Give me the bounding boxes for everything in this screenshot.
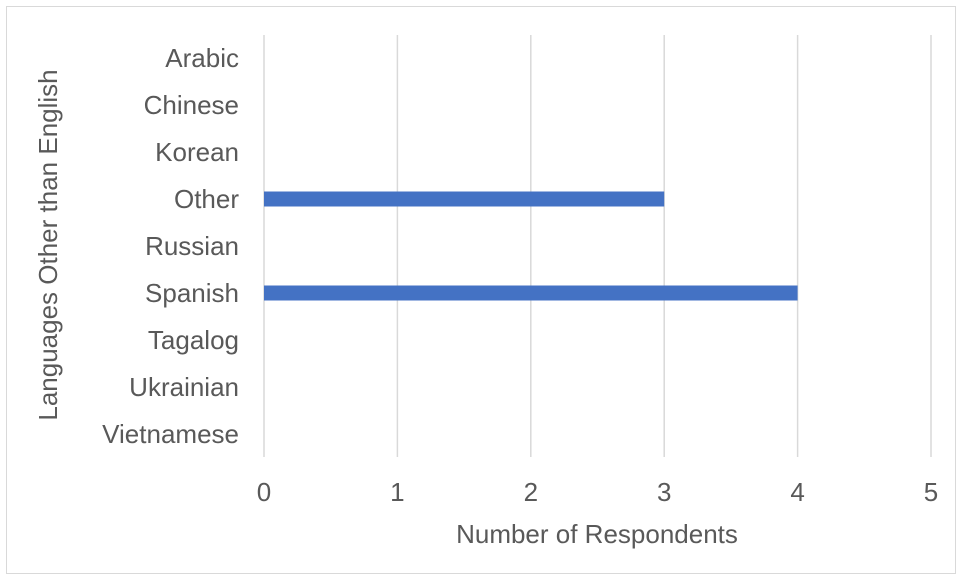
category-label: Tagalog: [148, 325, 239, 355]
category-label: Russian: [145, 231, 239, 261]
x-tick-label: 2: [524, 477, 538, 507]
chart-frame: Arabic Chinese Korean Other Russian Spanish Ta…: [6, 6, 956, 574]
x-tick-label: 4: [790, 477, 804, 507]
bars: [264, 191, 798, 301]
category-label: Vietnamese: [102, 419, 239, 449]
category-label: Ukrainian: [129, 372, 239, 402]
x-tick-labels: 0 1 2 3 4 5: [257, 477, 938, 507]
y-axis-title: Languages Other than English: [33, 69, 63, 420]
bar-other: [264, 191, 665, 207]
category-label: Chinese: [144, 90, 239, 120]
bar-chart: Arabic Chinese Korean Other Russian Spanish Ta…: [33, 35, 938, 549]
x-tick-label: 5: [924, 477, 938, 507]
category-label: Other: [174, 184, 239, 214]
category-label: Spanish: [145, 278, 239, 308]
category-label: Arabic: [165, 43, 239, 73]
x-axis-title: Number of Respondents: [456, 519, 738, 549]
x-tick-label: 1: [390, 477, 404, 507]
gridlines: [263, 35, 932, 457]
category-labels: Arabic Chinese Korean Other Russian Spanish Ta…: [102, 43, 239, 449]
bar-spanish: [264, 285, 798, 301]
category-label: Korean: [155, 137, 239, 167]
x-tick-label: 0: [257, 477, 271, 507]
x-tick-label: 3: [657, 477, 671, 507]
